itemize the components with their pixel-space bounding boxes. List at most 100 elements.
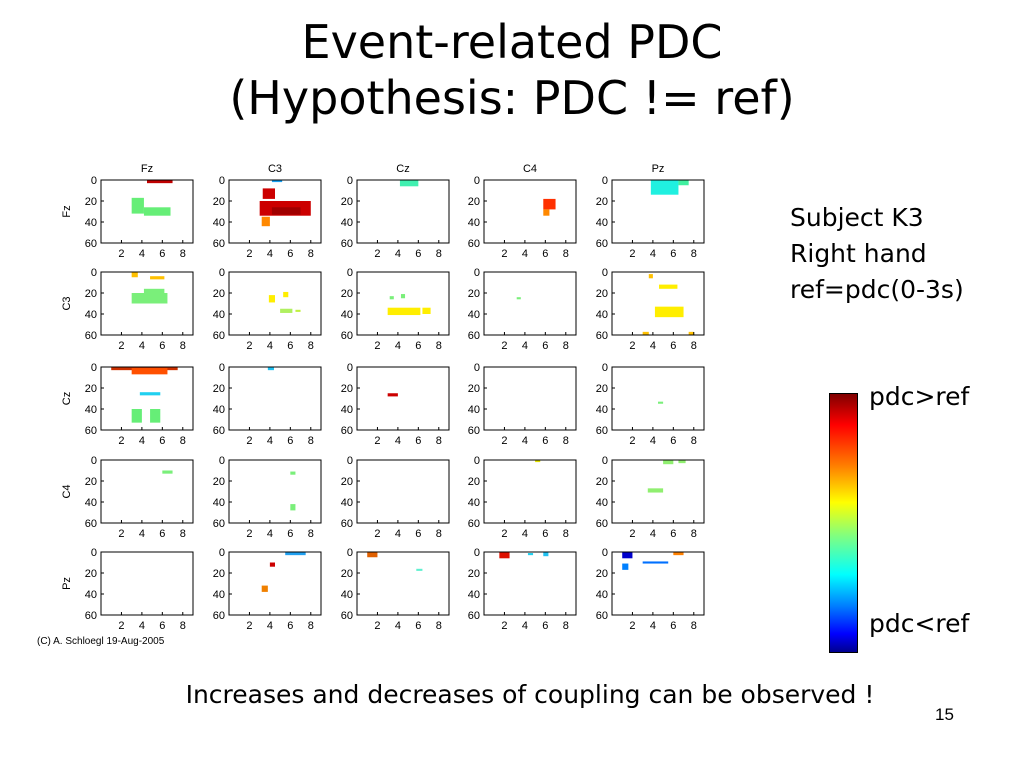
row-label-fz: Fz — [61, 205, 73, 217]
x-tick-label: 8 — [691, 528, 697, 540]
x-tick-label: 6 — [415, 248, 421, 260]
x-tick-label: 6 — [287, 528, 293, 540]
y-tick-label: 60 — [468, 610, 480, 622]
x-tick-label: 4 — [522, 528, 528, 540]
y-tick-label: 60 — [85, 238, 97, 250]
panel-frame — [356, 271, 450, 336]
panel-frame — [483, 551, 577, 616]
x-tick-label: 4 — [395, 340, 401, 352]
subject-label: Subject K3 — [790, 203, 924, 232]
slide-title-line2: (Hypothesis: PDC != ref) — [229, 71, 795, 125]
y-tick-label: 20 — [213, 383, 225, 395]
pdc-blob — [543, 209, 550, 216]
y-tick-label: 20 — [341, 196, 353, 208]
y-tick-label: 40 — [85, 497, 97, 509]
y-tick-label: 40 — [213, 404, 225, 416]
panel-frame — [356, 179, 450, 244]
y-tick-label: 40 — [213, 309, 225, 321]
y-tick-label: 20 — [213, 196, 225, 208]
x-tick-label: 4 — [139, 620, 145, 632]
y-tick-label: 0 — [219, 547, 225, 559]
y-tick-label: 40 — [213, 497, 225, 509]
x-tick-label: 8 — [436, 248, 442, 260]
x-tick-label: 4 — [650, 620, 656, 632]
y-tick-label: 20 — [85, 476, 97, 488]
pdc-blob — [290, 504, 296, 511]
colorbar — [829, 393, 858, 653]
x-tick-label: 2 — [118, 528, 124, 540]
y-tick-label: 0 — [91, 547, 97, 559]
x-tick-label: 4 — [139, 435, 145, 447]
y-tick-label: 40 — [468, 309, 480, 321]
row-label-pz: Pz — [61, 577, 73, 590]
column-label-c4: C4 — [523, 163, 537, 175]
panel-frame — [356, 459, 450, 524]
panel-frame — [356, 551, 450, 616]
y-tick-label: 40 — [596, 404, 608, 416]
pdc-blob — [139, 392, 161, 396]
pdc-blob — [659, 284, 678, 289]
pdc-blob — [367, 552, 378, 558]
x-tick-label: 2 — [374, 435, 380, 447]
x-tick-label: 2 — [374, 620, 380, 632]
y-tick-label: 0 — [474, 267, 480, 279]
pdc-blob — [422, 307, 431, 314]
x-tick-label: 6 — [542, 528, 548, 540]
y-tick-label: 40 — [341, 217, 353, 229]
pdc-blob — [261, 585, 268, 592]
y-tick-label: 20 — [468, 288, 480, 300]
pdc-blob — [678, 180, 689, 186]
x-tick-label: 2 — [374, 528, 380, 540]
panel-frame — [100, 179, 194, 244]
y-tick-label: 60 — [596, 425, 608, 437]
x-tick-label: 8 — [308, 620, 314, 632]
panel-frame — [228, 551, 322, 616]
y-tick-label: 20 — [596, 288, 608, 300]
panel-frame — [356, 366, 450, 431]
y-tick-label: 20 — [341, 568, 353, 580]
y-tick-label: 60 — [341, 425, 353, 437]
x-tick-label: 2 — [118, 248, 124, 260]
x-tick-label: 4 — [267, 248, 273, 260]
pdc-blob — [663, 460, 674, 465]
x-tick-label: 8 — [691, 248, 697, 260]
column-label-c3: C3 — [268, 163, 282, 175]
y-tick-label: 60 — [596, 518, 608, 530]
y-tick-label: 40 — [213, 217, 225, 229]
x-tick-label: 6 — [159, 620, 165, 632]
x-tick-label: 6 — [542, 435, 548, 447]
y-tick-label: 40 — [596, 497, 608, 509]
x-tick-label: 6 — [670, 620, 676, 632]
y-tick-label: 40 — [468, 589, 480, 601]
x-tick-label: 4 — [395, 620, 401, 632]
x-tick-label: 8 — [180, 435, 186, 447]
x-tick-label: 8 — [436, 528, 442, 540]
x-tick-label: 8 — [180, 248, 186, 260]
y-tick-label: 0 — [219, 175, 225, 187]
x-tick-label: 4 — [650, 435, 656, 447]
x-tick-label: 8 — [691, 620, 697, 632]
column-label-pz: Pz — [652, 163, 665, 175]
x-tick-label: 6 — [415, 620, 421, 632]
y-tick-label: 0 — [347, 547, 353, 559]
row-label-c3: C3 — [61, 296, 73, 310]
y-tick-label: 0 — [347, 362, 353, 374]
y-tick-label: 60 — [213, 425, 225, 437]
x-tick-label: 6 — [542, 620, 548, 632]
panel-frame — [483, 179, 577, 244]
y-tick-label: 0 — [91, 455, 97, 467]
y-tick-label: 20 — [468, 383, 480, 395]
x-tick-label: 8 — [436, 435, 442, 447]
pdc-blob — [271, 207, 301, 215]
x-tick-label: 4 — [139, 340, 145, 352]
x-tick-label: 4 — [267, 340, 273, 352]
colorbar-top-label: pdc>ref — [869, 382, 970, 411]
x-tick-label: 8 — [308, 248, 314, 260]
y-tick-label: 60 — [468, 238, 480, 250]
y-tick-label: 0 — [91, 267, 97, 279]
pdc-blob — [654, 306, 684, 318]
y-tick-label: 60 — [596, 330, 608, 342]
x-tick-label: 6 — [159, 248, 165, 260]
pdc-blob — [131, 197, 144, 214]
y-tick-label: 0 — [602, 267, 608, 279]
